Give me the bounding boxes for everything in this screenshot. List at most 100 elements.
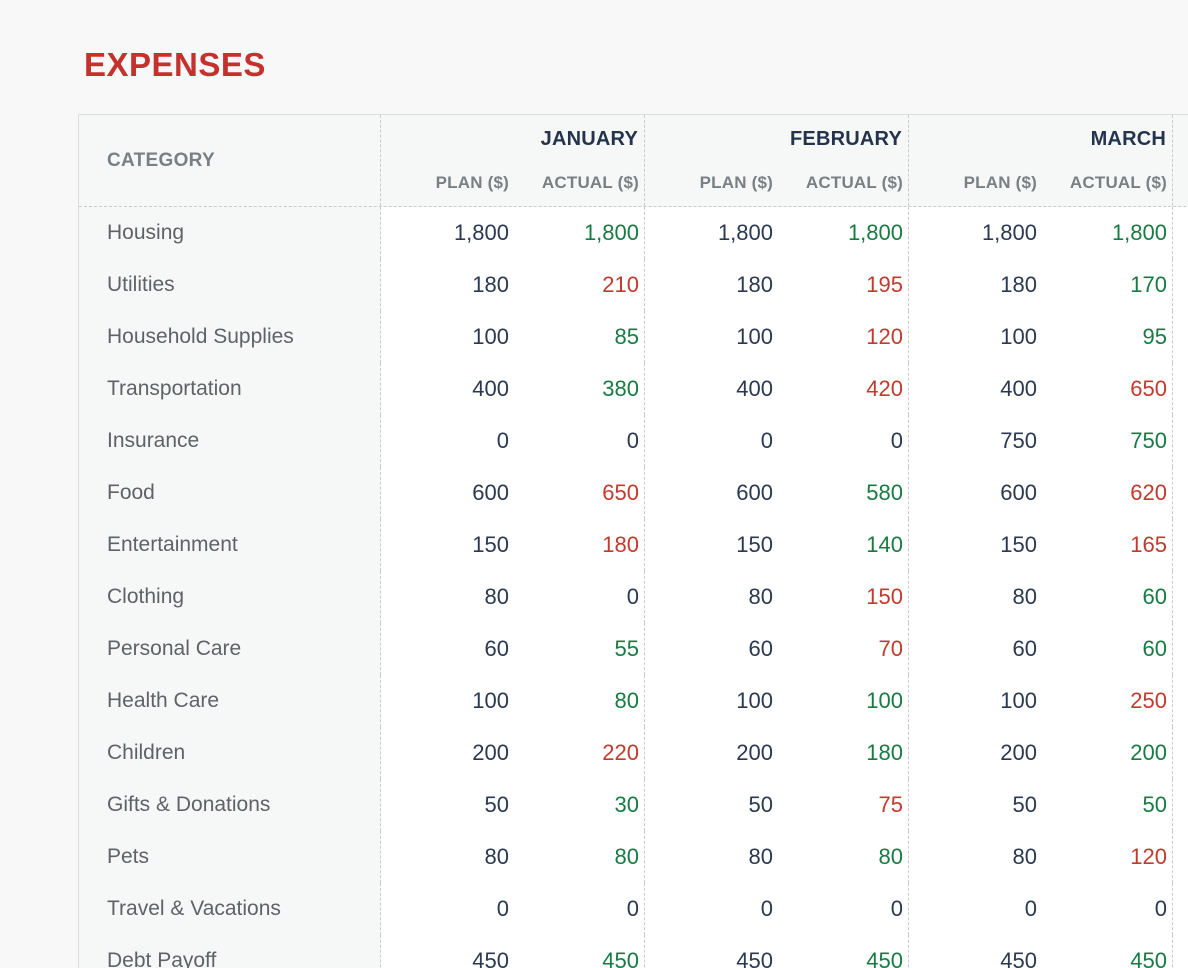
plan-value[interactable]: 80 xyxy=(748,844,773,869)
actual-value[interactable]: 450 xyxy=(866,948,903,968)
plan-value[interactable]: 0 xyxy=(496,428,509,453)
actual-value[interactable]: 100 xyxy=(866,688,903,713)
actual-value[interactable]: 180 xyxy=(866,740,903,765)
actual-value[interactable]: 580 xyxy=(866,480,903,505)
actual-value[interactable]: 60 xyxy=(1142,636,1167,661)
plan-value[interactable]: 100 xyxy=(736,324,773,349)
plan-value[interactable]: 50 xyxy=(484,792,509,817)
plan-value[interactable]: 60 xyxy=(748,636,773,661)
plan-value[interactable]: 400 xyxy=(736,376,773,401)
actual-value[interactable]: 1,800 xyxy=(583,220,639,245)
plan-value[interactable]: 200 xyxy=(472,740,509,765)
actual-value[interactable]: 95 xyxy=(1142,324,1167,349)
plan-value[interactable]: 0 xyxy=(760,428,773,453)
plan-value[interactable]: 100 xyxy=(472,324,509,349)
actual-value[interactable]: 30 xyxy=(614,792,639,817)
plan-value[interactable]: 50 xyxy=(1012,792,1037,817)
actual-value[interactable]: 0 xyxy=(890,896,903,921)
actual-value[interactable]: 0 xyxy=(890,428,903,453)
actual-value[interactable]: 120 xyxy=(866,324,903,349)
actual-value[interactable]: 450 xyxy=(1130,948,1167,968)
actual-value[interactable]: 170 xyxy=(1130,272,1167,297)
actual-value[interactable]: 650 xyxy=(1130,376,1167,401)
actual-value[interactable]: 420 xyxy=(866,376,903,401)
plan-value[interactable]: 180 xyxy=(1000,272,1037,297)
plan-value[interactable]: 450 xyxy=(472,948,509,968)
plan-value[interactable]: 100 xyxy=(1000,324,1037,349)
actual-value[interactable]: 0 xyxy=(626,896,639,921)
expenses-table[interactable]: CATEGORY JANUARY PLAN ($) ACTUAL ($) FEB… xyxy=(78,114,1188,968)
plan-value[interactable]: 80 xyxy=(748,584,773,609)
month-group-cells: 50 30 xyxy=(381,779,645,831)
actual-value[interactable]: 210 xyxy=(602,272,639,297)
actual-value[interactable]: 70 xyxy=(878,636,903,661)
actual-value[interactable]: 380 xyxy=(602,376,639,401)
plan-value[interactable]: 600 xyxy=(736,480,773,505)
actual-value[interactable]: 0 xyxy=(626,584,639,609)
actual-value[interactable]: 80 xyxy=(614,844,639,869)
plan-value[interactable]: 1,800 xyxy=(981,220,1037,245)
plan-value[interactable]: 60 xyxy=(484,636,509,661)
actual-value[interactable]: 650 xyxy=(602,480,639,505)
plan-value[interactable]: 150 xyxy=(736,532,773,557)
month-label: FEBRUARY xyxy=(790,128,902,150)
plan-value[interactable]: 150 xyxy=(1000,532,1037,557)
plan-value[interactable]: 1,800 xyxy=(453,220,509,245)
actual-value[interactable]: 750 xyxy=(1130,428,1167,453)
plan-value[interactable]: 600 xyxy=(472,480,509,505)
actual-value[interactable]: 140 xyxy=(866,532,903,557)
actual-value[interactable]: 165 xyxy=(1130,532,1167,557)
actual-value[interactable]: 450 xyxy=(602,948,639,968)
plan-value[interactable]: 80 xyxy=(484,584,509,609)
actual-value[interactable]: 620 xyxy=(1130,480,1167,505)
actual-value[interactable]: 1,800 xyxy=(1111,220,1167,245)
plan-value[interactable]: 0 xyxy=(1024,896,1037,921)
plan-value[interactable]: 80 xyxy=(1012,844,1037,869)
actual-value[interactable]: 0 xyxy=(1154,896,1167,921)
plan-value[interactable]: 1,800 xyxy=(717,220,773,245)
actual-value[interactable]: 85 xyxy=(614,324,639,349)
month-group-cells: 180 195 xyxy=(645,259,909,311)
actual-value[interactable]: 195 xyxy=(866,272,903,297)
month-group-cutoff xyxy=(1173,415,1188,467)
actual-value[interactable]: 120 xyxy=(1130,844,1167,869)
plan-value[interactable]: 400 xyxy=(1000,376,1037,401)
month-group-cells: 100 120 xyxy=(645,311,909,363)
plan-value[interactable]: 100 xyxy=(472,688,509,713)
plan-value[interactable]: 100 xyxy=(1000,688,1037,713)
plan-value[interactable]: 180 xyxy=(472,272,509,297)
actual-value[interactable]: 60 xyxy=(1142,584,1167,609)
plan-value[interactable]: 50 xyxy=(748,792,773,817)
plan-value[interactable]: 100 xyxy=(736,688,773,713)
month-group-cells: 50 75 xyxy=(645,779,909,831)
actual-value[interactable]: 250 xyxy=(1130,688,1167,713)
plan-value[interactable]: 180 xyxy=(736,272,773,297)
actual-value[interactable]: 0 xyxy=(626,428,639,453)
plan-value[interactable]: 200 xyxy=(1000,740,1037,765)
category-cell: Housing xyxy=(79,207,381,259)
plan-value[interactable]: 80 xyxy=(484,844,509,869)
actual-value[interactable]: 200 xyxy=(1130,740,1167,765)
plan-value[interactable]: 0 xyxy=(496,896,509,921)
actual-value[interactable]: 80 xyxy=(878,844,903,869)
plan-value[interactable]: 200 xyxy=(736,740,773,765)
plan-value[interactable]: 80 xyxy=(1012,584,1037,609)
plan-value[interactable]: 750 xyxy=(1000,428,1037,453)
actual-value[interactable]: 55 xyxy=(614,636,639,661)
plan-value[interactable]: 60 xyxy=(1012,636,1037,661)
month-group-cells: 100 95 xyxy=(909,311,1173,363)
actual-value[interactable]: 80 xyxy=(614,688,639,713)
actual-value[interactable]: 75 xyxy=(878,792,903,817)
plan-value[interactable]: 600 xyxy=(1000,480,1037,505)
actual-value[interactable]: 50 xyxy=(1142,792,1167,817)
plan-value[interactable]: 450 xyxy=(736,948,773,968)
month-group-cells: 80 0 xyxy=(381,571,645,623)
actual-value[interactable]: 180 xyxy=(602,532,639,557)
plan-value[interactable]: 0 xyxy=(760,896,773,921)
actual-value[interactable]: 1,800 xyxy=(847,220,903,245)
actual-value[interactable]: 220 xyxy=(602,740,639,765)
plan-value[interactable]: 150 xyxy=(472,532,509,557)
plan-value[interactable]: 400 xyxy=(472,376,509,401)
actual-value[interactable]: 150 xyxy=(866,584,903,609)
plan-value[interactable]: 450 xyxy=(1000,948,1037,968)
